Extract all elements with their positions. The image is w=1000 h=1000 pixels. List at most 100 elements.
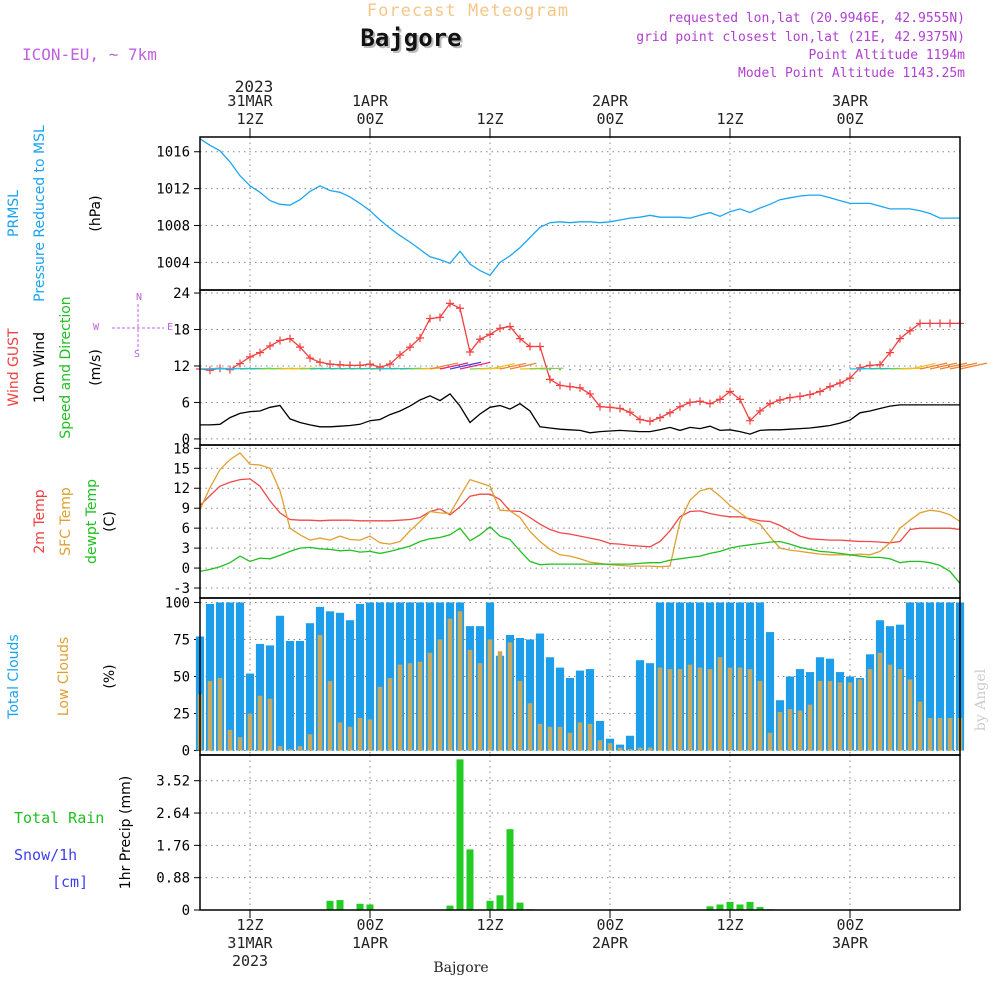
bar-low-clouds bbox=[217, 677, 223, 751]
wind-arrow bbox=[449, 361, 482, 370]
ytick-label: 1004 bbox=[156, 255, 190, 271]
bar-total-clouds bbox=[645, 663, 655, 751]
bar-low-clouds bbox=[937, 717, 943, 751]
bar-low-clouds bbox=[807, 704, 813, 751]
gust-marker bbox=[556, 381, 564, 390]
bar-low-clouds bbox=[887, 664, 893, 751]
compass-n: N bbox=[136, 292, 142, 303]
bar-low-clouds bbox=[817, 680, 823, 751]
bar-low-clouds bbox=[857, 679, 863, 751]
bar-low-clouds bbox=[537, 723, 543, 751]
bar-low-clouds bbox=[237, 737, 243, 751]
bar-low-clouds bbox=[267, 698, 273, 751]
ytick-label: 0 bbox=[182, 744, 190, 760]
bar-total-clouds bbox=[235, 602, 245, 751]
model-label: ICON-EU, ~ 7km bbox=[22, 45, 157, 64]
ytick-label: 0 bbox=[182, 432, 190, 448]
legend-label: 2m Temp bbox=[32, 489, 48, 553]
gust-marker bbox=[596, 402, 604, 411]
bar-low-clouds bbox=[707, 669, 713, 751]
gust-marker bbox=[246, 352, 254, 361]
gust-marker bbox=[476, 335, 484, 344]
bar-total-rain bbox=[446, 905, 454, 910]
bar-total-clouds bbox=[555, 667, 565, 751]
bottom-time-label: 12Z bbox=[236, 916, 263, 934]
gust-marker bbox=[536, 342, 544, 351]
legend-label: Pressure Reduced to MSL bbox=[32, 125, 48, 302]
wind-arrow bbox=[439, 362, 469, 370]
ytick-label: 18 bbox=[173, 441, 190, 457]
ytick-label: 6 bbox=[182, 521, 190, 537]
bar-total-clouds bbox=[925, 602, 935, 751]
bar-total-clouds bbox=[275, 615, 285, 751]
gust-marker bbox=[916, 319, 924, 328]
gust-marker bbox=[366, 360, 374, 369]
gust-marker bbox=[836, 379, 844, 387]
ytick-label: 3.52 bbox=[156, 774, 190, 790]
ytick-label: 100 bbox=[165, 595, 190, 611]
series-line-dewpt-temp bbox=[199, 525, 961, 584]
bar-low-clouds bbox=[687, 664, 693, 751]
bar-total-rain bbox=[506, 829, 514, 910]
bar-total-rain bbox=[336, 900, 344, 910]
bar-low-clouds bbox=[657, 667, 663, 751]
legend-label: Speed and Direction bbox=[58, 296, 74, 438]
ytick-label: -3 bbox=[173, 581, 190, 597]
bar-total-clouds bbox=[905, 602, 915, 751]
compass-w: W bbox=[93, 322, 100, 333]
ytick-label: 12 bbox=[173, 359, 190, 375]
bottom-time-label: 2023 bbox=[232, 952, 268, 970]
gust-marker bbox=[856, 363, 864, 372]
bar-total-clouds bbox=[355, 603, 365, 751]
gust-marker bbox=[686, 398, 694, 407]
ytick-label: 9 bbox=[182, 501, 190, 517]
bar-total-clouds bbox=[935, 602, 945, 751]
ytick-label: 1016 bbox=[156, 145, 190, 161]
gust-marker bbox=[586, 389, 594, 398]
bar-total-rain bbox=[726, 901, 734, 910]
bar-low-clouds bbox=[357, 717, 363, 751]
bar-low-clouds bbox=[547, 726, 553, 751]
gust-marker bbox=[406, 343, 414, 352]
gust-marker bbox=[816, 387, 824, 396]
ytick-label: 50 bbox=[173, 670, 190, 686]
bar-low-clouds bbox=[417, 661, 423, 751]
series-line-2m-temp bbox=[199, 478, 961, 548]
bottom-time-label: 00Z bbox=[356, 916, 383, 934]
gust-marker bbox=[486, 330, 494, 339]
bar-total-clouds bbox=[205, 603, 215, 751]
bar-low-clouds bbox=[777, 712, 783, 751]
gust-marker bbox=[806, 390, 814, 399]
gust-marker bbox=[736, 395, 744, 404]
top-time-label: 31MAR bbox=[227, 92, 273, 110]
y-axis-label: (m/s) bbox=[88, 349, 104, 386]
panel-frame bbox=[199, 754, 961, 911]
gust-marker bbox=[206, 366, 214, 375]
bar-low-clouds bbox=[637, 747, 643, 751]
bar-total-clouds bbox=[215, 602, 225, 751]
bar-low-clouds bbox=[587, 723, 593, 751]
bar-total-clouds bbox=[765, 632, 775, 751]
gust-marker bbox=[796, 392, 804, 401]
panel-4: 0 0.88 1.76 2.64 3.52 Total Rain Snow/1h [cm] 1h… bbox=[14, 754, 961, 919]
gust-marker bbox=[456, 304, 464, 313]
ytick-label: 12 bbox=[173, 481, 190, 497]
bar-total-clouds bbox=[345, 620, 355, 751]
gust-marker bbox=[706, 399, 714, 408]
bar-total-clouds bbox=[755, 602, 765, 751]
bar-low-clouds bbox=[627, 749, 633, 751]
top-time-label: 3APR bbox=[832, 92, 869, 110]
bar-low-clouds bbox=[337, 722, 343, 751]
gust-marker bbox=[616, 404, 624, 413]
gust-marker bbox=[626, 408, 634, 417]
wind-arrow bbox=[509, 362, 537, 370]
bar-low-clouds bbox=[477, 663, 483, 751]
legend-label: Total Rain bbox=[14, 809, 104, 827]
legend-label: Low Clouds bbox=[56, 637, 72, 716]
bar-low-clouds bbox=[497, 651, 503, 751]
gust-marker bbox=[226, 365, 234, 374]
bar-low-clouds bbox=[317, 635, 323, 751]
top-time-label: 00Z bbox=[596, 110, 623, 128]
ytick-label: 1012 bbox=[156, 182, 190, 198]
legend-label: Wind GUST bbox=[6, 328, 22, 407]
